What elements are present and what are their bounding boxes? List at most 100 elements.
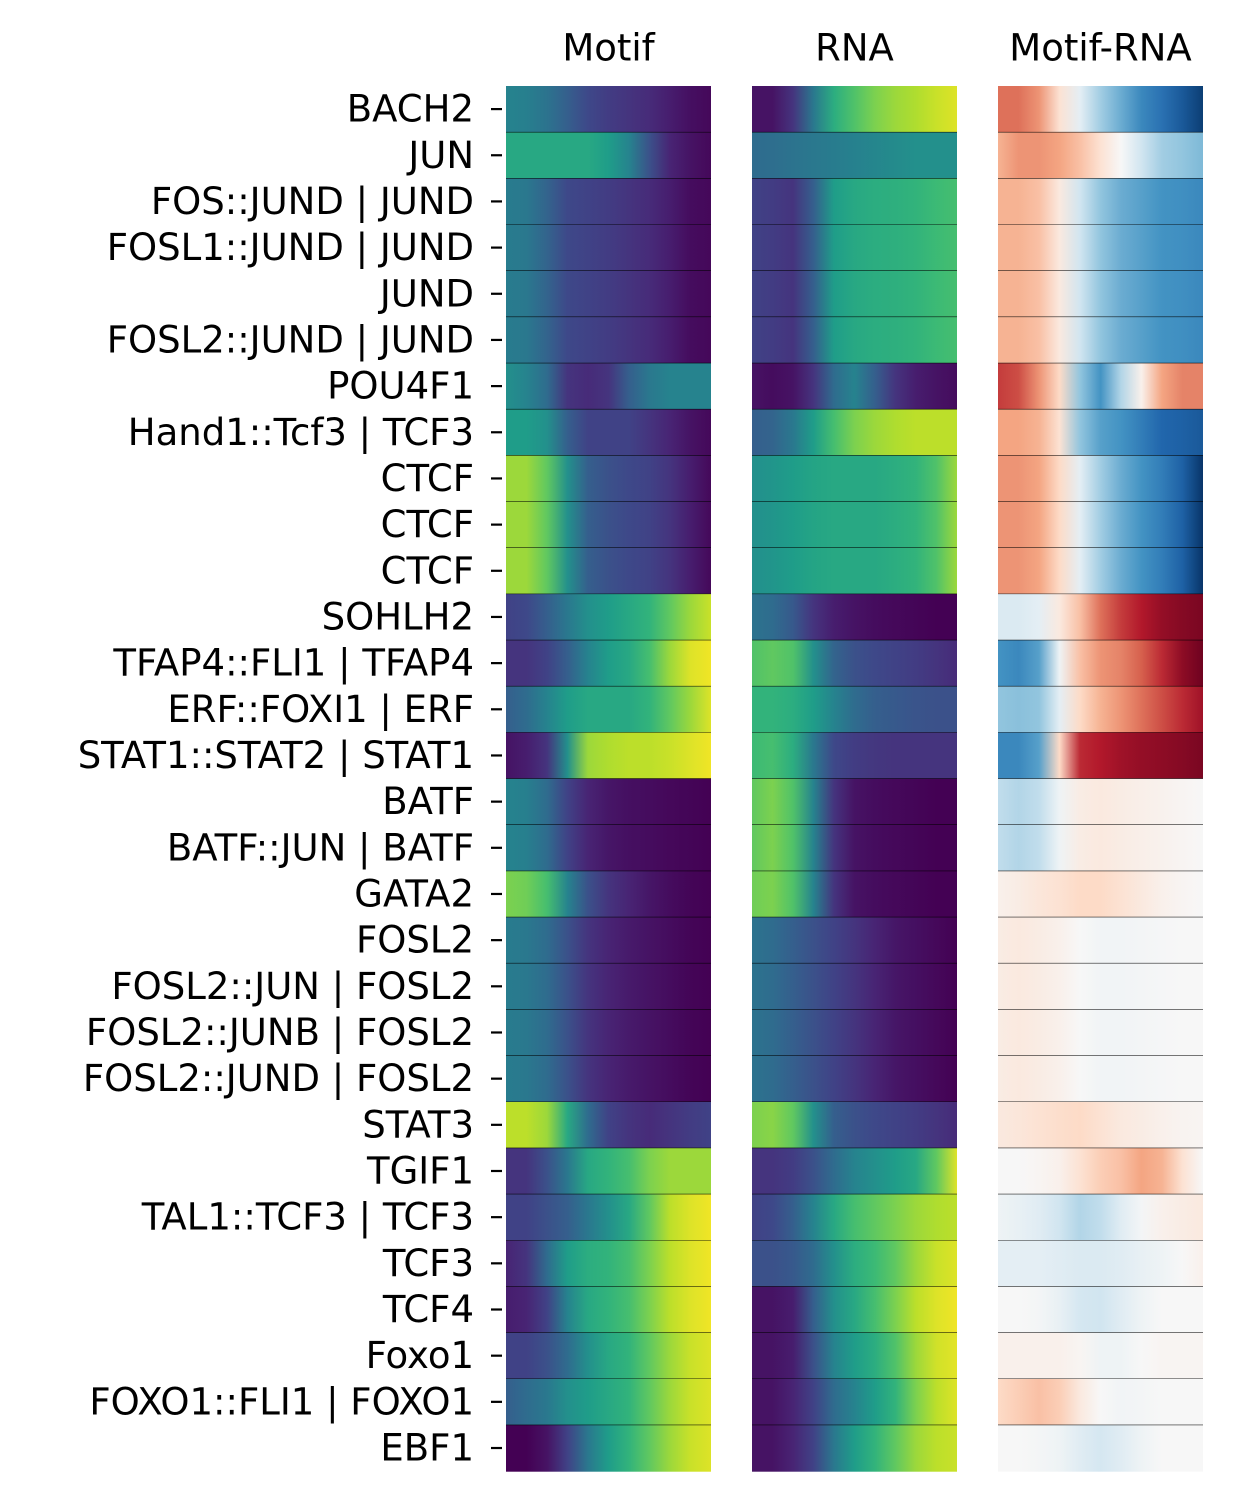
heatmap-cell-row [752,1101,957,1149]
heatmap-cell-row [506,1332,711,1380]
row-label: Hand1::Tcf3 | TCF3 [128,411,474,454]
heatmap-cell-row [752,917,957,964]
row-label: BATF::JUN | BATF [167,826,474,869]
heatmap-cell-row [506,455,711,503]
row-label: TCF4 [382,1288,474,1331]
heatmap-cell-row [506,178,711,226]
panel-title: Motif [562,27,655,70]
heatmap-cell-row [506,1378,711,1426]
row-label: POU4F1 [327,365,474,408]
heatmap-cell-row [506,640,711,687]
heatmap-cell-row [752,86,957,133]
heatmap-cell-row [998,409,1203,456]
heatmap-cell-row [506,86,711,133]
heatmap-cell-row [752,132,957,179]
heatmap-cell-row [752,224,957,272]
heatmap-cell-row [506,593,711,641]
heatmap-cell-row [506,363,711,410]
row-label: STAT1::STAT2 | STAT1 [78,734,474,777]
heatmap-cell-row [998,1101,1203,1149]
heatmap-cell-row [506,1194,711,1241]
heatmap-cell-row [998,917,1203,964]
heatmap-cell-row [506,547,711,595]
row-label: FOS::JUND | JUND [151,180,474,223]
heatmap-cell-row [752,686,957,733]
heatmap-cell-row [752,593,957,641]
row-label: Foxo1 [366,1334,474,1377]
row-label: CTCF [381,503,474,546]
heatmap-cell-row [998,686,1203,733]
heatmap-cell-row [506,963,711,1010]
row-label: FOSL2::JUN | FOSL2 [111,965,474,1008]
panel-titles: Motif RNA Motif-RNA [562,27,1191,70]
heatmap-cell-row [752,409,957,456]
row-label: FOSL2::JUND | JUND [107,318,474,361]
heatmap-cell-row [506,1009,711,1057]
heatmap-cell-row [998,640,1203,687]
heatmap-cell-row [998,963,1203,1010]
heatmap-cell-row [998,1378,1203,1426]
heatmap-cell-row [506,409,711,456]
heatmap-cell-row [998,778,1203,826]
heatmap-cell-row [998,132,1203,179]
heatmap-cell-row [506,224,711,272]
heatmap-cell-row [506,1240,711,1288]
row-label: FOSL2::JUNB | FOSL2 [86,1011,474,1054]
heatmap-cell-row [998,224,1203,272]
heatmap-cell-row [998,501,1203,549]
heatmap-cell-row [998,1332,1203,1380]
row-label: TCF3 [382,1242,474,1285]
heatmap-cell-row [506,917,711,964]
row-label: FOSL2 [356,919,474,962]
heatmap-cell-row [752,640,957,687]
row-label: JUN [406,134,474,177]
heatmap-cell-row [752,363,957,410]
heatmap-cell-row [506,1424,711,1472]
row-label: TAL1::TCF3 | TCF3 [141,1196,474,1239]
heatmap-cell-row [752,1147,957,1195]
heatmap-cell-row [506,1055,711,1103]
heatmap-cell-row [998,1009,1203,1057]
heatmap-cell-row [998,732,1203,780]
heatmap-cell-row [506,501,711,549]
row-label: TFAP4::FLI1 | TFAP4 [112,642,474,685]
row-label: STAT3 [362,1103,474,1146]
heatmap-cell-row [998,870,1203,918]
row-label: GATA2 [354,872,474,915]
heatmap-cell-row [752,547,957,595]
heatmap-cell-row [752,1286,957,1334]
heatmap-cell-row [752,1194,957,1241]
heatmap-cell-row [506,870,711,918]
heatmap-cell-row [752,316,957,364]
heatmap-panel [998,86,1203,1472]
heatmap-cell-row [998,1424,1203,1472]
heatmap-cell-row [752,1055,957,1103]
heatmap-cell-row [752,1332,957,1380]
heatmap-cell-row [752,963,957,1010]
heatmap-cell-row [998,316,1203,364]
heatmap-cell-row [506,1286,711,1334]
heatmap-cell-row [506,824,711,872]
heatmap-cell-row [998,363,1203,410]
heatmap-cell-row [998,1055,1203,1103]
heatmap-cell-row [752,824,957,872]
heatmap-panels [506,86,1203,1472]
row-label: CTCF [381,457,474,500]
row-label: TGIF1 [366,1149,474,1192]
heatmap-cell-row [506,1147,711,1195]
row-label: FOSL2::JUND | FOSL2 [83,1057,474,1100]
heatmap-cell-row [998,1194,1203,1241]
heatmap-cell-row [998,455,1203,503]
heatmap-cell-row [752,732,957,780]
heatmap-cell-row [752,870,957,918]
heatmap-cell-row [998,1147,1203,1195]
heatmap-cell-row [998,178,1203,226]
row-label: BACH2 [347,88,474,131]
heatmap-cell-row [998,547,1203,595]
panel-title: RNA [815,27,894,70]
heatmap-cell-row [752,1378,957,1426]
heatmap-cell-row [998,1286,1203,1334]
heatmap-cell-row [506,1101,711,1149]
